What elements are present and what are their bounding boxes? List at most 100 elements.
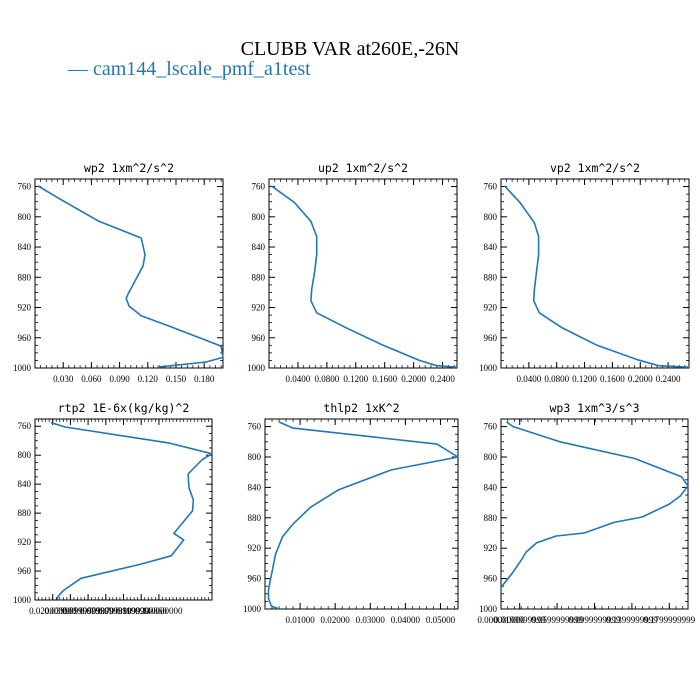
- x-tick-label: 0.140000000: [135, 606, 183, 616]
- x-tick-label: 0.05000: [426, 615, 456, 625]
- panel-5: wp3 1xm^3/s^3 760 800 840 880 920 960 10000.000…: [477, 401, 695, 625]
- y-tick-label: 800: [18, 450, 32, 460]
- series-line: [500, 421, 689, 589]
- y-tick-label: 840: [484, 242, 498, 252]
- x-tick-label: 0.04000: [391, 615, 421, 625]
- x-tick-label: 0.2400: [656, 374, 681, 384]
- x-tick-label: 0.1200: [343, 374, 368, 384]
- y-tick-label: 880: [18, 272, 32, 282]
- plot-frame: [34, 178, 224, 369]
- x-tick-label: 0.0799999830: [80, 606, 132, 616]
- y-tick-label: 920: [252, 303, 266, 313]
- y-tick-label: 760: [248, 422, 262, 432]
- y-tick-label: 960: [484, 333, 498, 343]
- y-tick-label: 1000: [479, 604, 498, 614]
- x-tick-label: 0.1600: [372, 374, 397, 384]
- x-tick-label: 0.0599999870: [62, 606, 114, 616]
- x-tick-label: 0.1199999860: [115, 606, 167, 616]
- x-tick-label: 0.03000: [356, 615, 386, 625]
- y-tick-label: 960: [18, 333, 32, 343]
- y-tick-label: 880: [252, 272, 266, 282]
- figure-title: CLUBB VAR at260E,-26N: [240, 38, 460, 60]
- panel-title: thlp2 1xK^2: [323, 401, 399, 415]
- series-line: [503, 185, 690, 368]
- x-tick-label: 0.180: [194, 374, 215, 384]
- x-tick-label: 0.000000000: [477, 615, 525, 625]
- y-tick-label: 800: [252, 212, 266, 222]
- x-tick-label: 0.1200: [572, 374, 597, 384]
- x-tick-label: 0.0800: [314, 374, 339, 384]
- y-tick-label: 760: [18, 421, 32, 431]
- x-tick-label: 0.120: [138, 374, 159, 384]
- y-tick-label: 840: [484, 482, 498, 492]
- y-tick-label: 840: [248, 482, 262, 492]
- panel-0: wp2 1xm^2/s^2 760 800 840 880 920 960 1000 0.030…: [13, 161, 224, 384]
- panel-4: thlp2 1xK^2 760 800 840 880 920 960 1000 0.01000…: [243, 401, 459, 625]
- y-tick-label: 1000: [479, 363, 498, 373]
- x-tick-label: 0.0199999999: [494, 615, 546, 625]
- y-tick-label: 880: [248, 513, 262, 523]
- y-tick-label: 800: [18, 212, 32, 222]
- legend-entry: — cam144_lscale_pmf_a1test: [68, 58, 311, 80]
- y-tick-label: 800: [248, 452, 262, 462]
- x-tick-label: 0.0999999920: [98, 606, 150, 616]
- y-tick-label: 960: [248, 574, 262, 584]
- plot-frame: [268, 178, 458, 369]
- y-tick-label: 1000: [13, 595, 32, 605]
- series-line: [270, 185, 458, 368]
- y-tick-label: 960: [484, 574, 498, 584]
- y-tick-label: 960: [252, 333, 266, 343]
- y-tick-label: 920: [248, 543, 262, 553]
- x-tick-label: 0.0399999950: [45, 606, 97, 616]
- x-tick-label: 0.0999999999: [569, 615, 621, 625]
- y-tick-label: 880: [484, 272, 498, 282]
- y-tick-label: 800: [484, 212, 498, 222]
- y-tick-label: 880: [484, 513, 498, 523]
- y-tick-label: 800: [484, 452, 498, 462]
- plot-frame: [500, 418, 689, 610]
- panel-title: rtp2 1E-6x(kg/kg)^2: [58, 401, 190, 415]
- x-tick-label: 0.0400: [516, 374, 541, 384]
- panel-title: wp3 1xm^3/s^3: [549, 401, 639, 415]
- x-tick-label: 0.1399999999: [606, 615, 658, 625]
- y-tick-label: 840: [18, 242, 32, 252]
- x-tick-label: 0.090: [109, 374, 130, 384]
- series-line: [37, 185, 224, 368]
- x-tick-label: 0.1600: [600, 374, 625, 384]
- x-tick-label: 0.150: [166, 374, 187, 384]
- x-tick-label: 0.02000: [321, 615, 351, 625]
- x-tick-label: 0.2400: [430, 374, 455, 384]
- x-tick-label: 0.1799999999: [643, 615, 695, 625]
- y-tick-label: 840: [18, 479, 32, 489]
- panel-1: up2 1xm^2/s^2 760 800 840 880 920 960 1000 0.040…: [247, 161, 458, 384]
- panel-title: up2 1xm^2/s^2: [318, 161, 408, 175]
- panel-title: vp2 1xm^2/s^2: [550, 161, 640, 175]
- y-tick-label: 920: [18, 303, 32, 313]
- y-tick-label: 760: [484, 182, 498, 192]
- x-tick-label: 0.0400: [286, 374, 311, 384]
- y-tick-label: 1000: [13, 363, 32, 373]
- series-line: [50, 421, 213, 600]
- y-tick-label: 880: [18, 508, 32, 518]
- y-tick-label: 760: [484, 422, 498, 432]
- y-tick-label: 960: [18, 566, 32, 576]
- x-tick-label: 0.0800: [544, 374, 569, 384]
- y-tick-label: 920: [484, 543, 498, 553]
- plot-frame: [500, 178, 690, 369]
- x-tick-label: 0.01000: [285, 615, 315, 625]
- y-tick-label: 1000: [247, 363, 266, 373]
- panel-2: vp2 1xm^2/s^2 760 800 840 880 920 960 1000 0.040…: [479, 161, 690, 384]
- y-tick-label: 1000: [243, 604, 262, 614]
- y-tick-label: 760: [18, 182, 32, 192]
- x-tick-label: 0.020000000: [29, 606, 77, 616]
- x-tick-label: 0.0599999999: [531, 615, 583, 625]
- plot-frame: [34, 418, 213, 601]
- plot-frame: [264, 418, 459, 610]
- y-tick-label: 760: [252, 182, 266, 192]
- x-tick-label: 0.2000: [628, 374, 653, 384]
- x-tick-label: 0.030: [53, 374, 74, 384]
- y-tick-label: 920: [484, 303, 498, 313]
- panel-3: rtp2 1E-6x(kg/kg)^2 760 800 840 880 920 960 100…: [13, 401, 213, 616]
- x-tick-label: 0.060: [81, 374, 102, 384]
